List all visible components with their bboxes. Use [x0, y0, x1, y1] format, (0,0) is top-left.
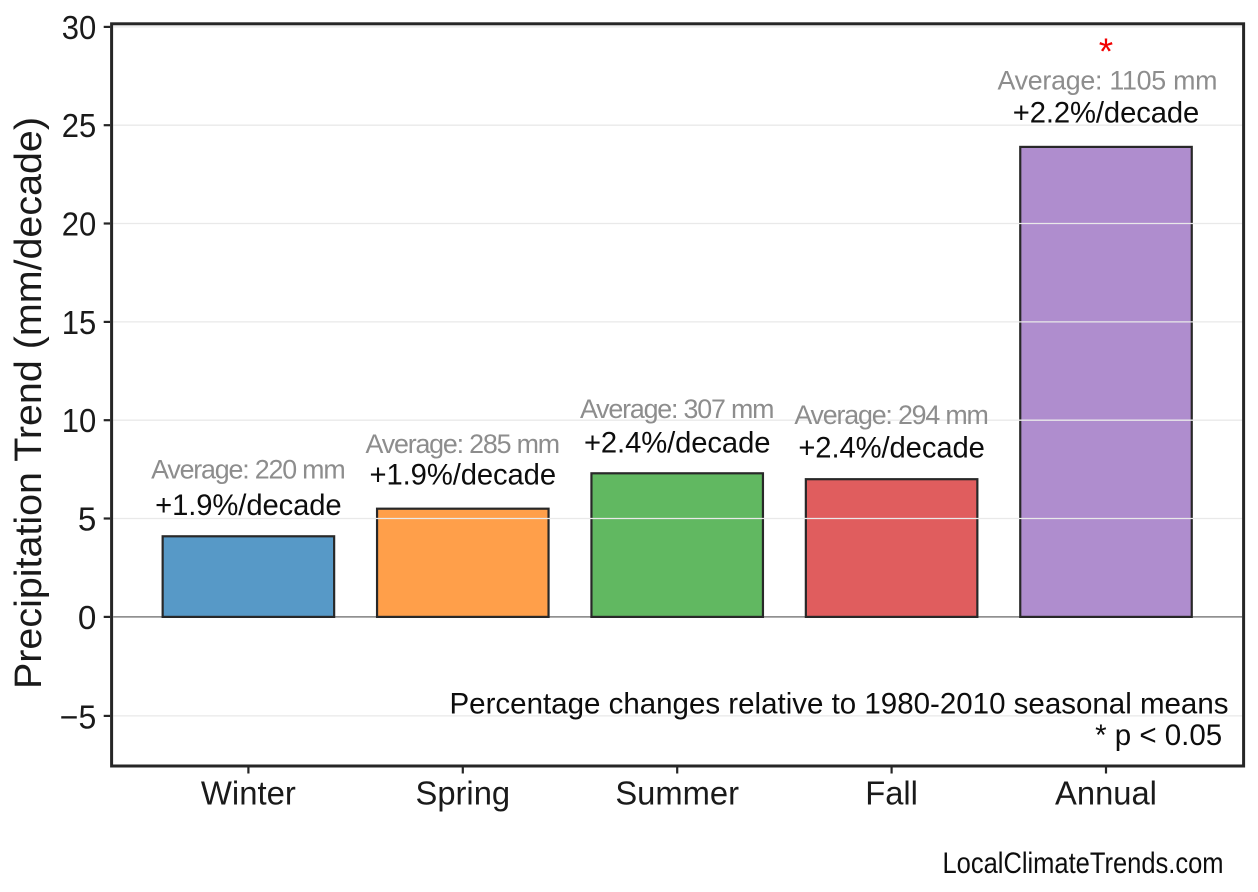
svg-text:Average: 285 mm: Average: 285 mm [366, 429, 561, 459]
svg-text:+1.9%/decade: +1.9%/decade [155, 490, 342, 522]
svg-text:+1.9%/decade: +1.9%/decade [370, 459, 557, 491]
svg-text:+2.2%/decade: +2.2%/decade [1013, 98, 1200, 130]
svg-text:Average: 294 mm: Average: 294 mm [794, 400, 989, 430]
svg-text:Winter: Winter [201, 776, 296, 813]
svg-text:Average: 220 mm: Average: 220 mm [151, 455, 346, 485]
svg-text:Precipitation Trend (mm/decade: Precipitation Trend (mm/decade) [7, 117, 50, 689]
svg-text:+2.4%/decade: +2.4%/decade [798, 433, 985, 465]
svg-text:Fall: Fall [865, 776, 918, 813]
svg-text:Percentage changes relative to: Percentage changes relative to 1980-2010… [450, 688, 1229, 721]
svg-text:20: 20 [62, 206, 97, 243]
svg-text:Annual: Annual [1055, 776, 1157, 813]
svg-text:Summer: Summer [615, 776, 739, 813]
svg-text:*: * [1099, 31, 1113, 72]
svg-text:* p < 0.05: * p < 0.05 [1095, 719, 1222, 752]
svg-text:25: 25 [62, 108, 97, 145]
svg-text:Spring: Spring [416, 776, 511, 813]
svg-text:0: 0 [78, 600, 96, 637]
svg-text:Average: 307 mm: Average: 307 mm [580, 394, 775, 424]
svg-text:Average: 1105 mm: Average: 1105 mm [998, 65, 1218, 95]
svg-text:15: 15 [62, 305, 97, 342]
svg-text:10: 10 [62, 403, 97, 440]
svg-text:LocalClimateTrends.com: LocalClimateTrends.com [943, 847, 1224, 880]
svg-text:−5: −5 [60, 699, 97, 736]
svg-text:5: 5 [78, 501, 96, 538]
svg-text:+2.4%/decade: +2.4%/decade [584, 428, 771, 460]
svg-text:30: 30 [62, 10, 97, 47]
